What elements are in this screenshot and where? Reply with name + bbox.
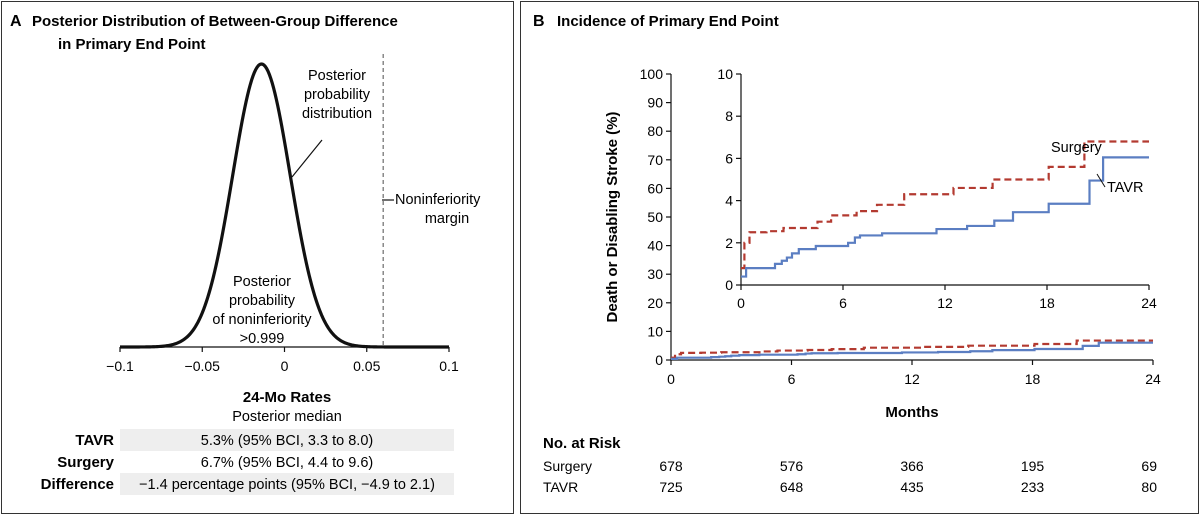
inset-y-tick-label: 4: [725, 193, 733, 209]
panel-b-title: Incidence of Primary End Point: [557, 13, 779, 30]
risk-value: 69: [1141, 458, 1157, 474]
inset-series-tavr: [741, 156, 1149, 278]
x-tick-label: 6: [788, 371, 796, 387]
rates-value-tavr: 5.3% (95% BCI, 3.3 to 8.0): [201, 433, 373, 449]
x-tick-label: 18: [1025, 371, 1041, 387]
x-tick-label: 24: [1145, 371, 1161, 387]
inset-x-tick-label: 6: [839, 295, 847, 311]
full-series-surgery: [671, 339, 1153, 359]
x-tick-label: −0.1: [106, 358, 134, 374]
y-tick-label: 50: [647, 209, 663, 225]
rates-row-shade-3: [120, 473, 454, 495]
margin-label-1: Noninferiority: [395, 192, 481, 208]
risk-value: 648: [780, 479, 804, 495]
inset-y-tick-label: 10: [717, 66, 733, 82]
x-tick-label: 12: [904, 371, 920, 387]
risk-table-values: 678 576 366 195 69 725 648 435 233 80: [659, 458, 1157, 495]
inset-y-tick-label: 0: [725, 277, 733, 293]
panel-b: B Incidence of Primary End Point 0 10 20 30…: [520, 1, 1199, 514]
distribution-plot: −0.1 −0.05 0 0.05 0.1: [106, 54, 459, 374]
y-tick-label: 30: [647, 266, 663, 282]
rates-subtitle: Posterior median: [232, 409, 342, 425]
risk-label-tavr: TAVR: [543, 479, 578, 495]
y-tick-label: 100: [640, 66, 664, 82]
rates-row-shade-1: [120, 429, 454, 451]
inset-y-tick-label: 8: [725, 108, 733, 124]
prob-label-2: probability: [229, 293, 296, 309]
prob-label-3: of noninferiority: [212, 312, 312, 328]
risk-value: 366: [900, 458, 924, 474]
legend-tavr-label: TAVR: [1107, 180, 1144, 196]
margin-label-2: margin: [425, 211, 469, 227]
x-tick-label: 0.05: [353, 358, 380, 374]
panel-b-letter: B: [533, 13, 545, 30]
x-axis-label: Months: [885, 404, 938, 421]
panel-b-svg: B Incidence of Primary End Point 0102030…: [533, 13, 1161, 495]
risk-title: No. at Risk: [543, 435, 621, 452]
inset-x-tick-label: 24: [1141, 295, 1157, 311]
y-axis-label: Death or Disabling Stroke (%): [604, 112, 621, 323]
x-tick-label: 0: [667, 371, 675, 387]
x-tick-label: 0.1: [439, 358, 459, 374]
full-series-tavr: [671, 341, 1153, 360]
y-tick-label: 90: [647, 95, 663, 111]
y-tick-label: 80: [647, 123, 663, 139]
risk-value: 80: [1141, 479, 1157, 495]
y-tick-label: 20: [647, 295, 663, 311]
y-tick-label: 10: [647, 323, 663, 339]
y-tick-label: 0: [655, 352, 663, 368]
legend-surgery-label: Surgery: [1051, 140, 1103, 156]
risk-value: 195: [1021, 458, 1045, 474]
tavr-leader-line: [1096, 173, 1106, 188]
inset-y-tick-label: 2: [725, 235, 733, 251]
rates-label-tavr: TAVR: [75, 432, 114, 449]
inset-y-tick-label: 6: [725, 150, 733, 166]
rates-value-surgery: 6.7% (95% BCI, 4.4 to 9.6): [201, 455, 373, 471]
curve-label-1: Posterior: [308, 68, 366, 84]
risk-value: 678: [659, 458, 683, 474]
curve-label-2: probability: [304, 87, 371, 103]
inset-series-surgery: [741, 140, 1149, 270]
x-tick-label: −0.05: [185, 358, 221, 374]
panel-a-svg: A Posterior Distribution of Between-Grou…: [10, 13, 481, 495]
inset-x-tick-label: 12: [937, 295, 953, 311]
x-tick-label: 0: [281, 358, 289, 374]
risk-label-surgery: Surgery: [543, 458, 592, 474]
panel-a: A Posterior Distribution of Between-Grou…: [1, 1, 514, 514]
inset-x-tick-label: 0: [737, 295, 745, 311]
curve-label-3: distribution: [302, 106, 372, 122]
y-tick-label: 40: [647, 238, 663, 254]
prob-label-4: >0.999: [240, 331, 285, 347]
prob-label-1: Posterior: [233, 274, 291, 290]
panel-a-letter: A: [10, 13, 22, 30]
risk-value: 725: [659, 479, 683, 495]
risk-value: 576: [780, 458, 804, 474]
panel-a-title-line2: in Primary End Point: [58, 36, 206, 53]
y-tick-label: 70: [647, 152, 663, 168]
rates-label-surgery: Surgery: [57, 454, 114, 471]
rates-value-difference: −1.4 percentage points (95% BCI, −4.9 to…: [139, 477, 435, 493]
inset-x-tick-label: 18: [1039, 295, 1055, 311]
y-tick-label: 60: [647, 180, 663, 196]
risk-value: 233: [1021, 479, 1045, 495]
risk-value: 435: [900, 479, 924, 495]
rates-title: 24-Mo Rates: [243, 389, 331, 406]
curve-leader-line: [291, 139, 323, 178]
panel-a-title-line1: Posterior Distribution of Between-Group …: [32, 13, 398, 30]
rates-label-difference: Difference: [41, 476, 114, 493]
